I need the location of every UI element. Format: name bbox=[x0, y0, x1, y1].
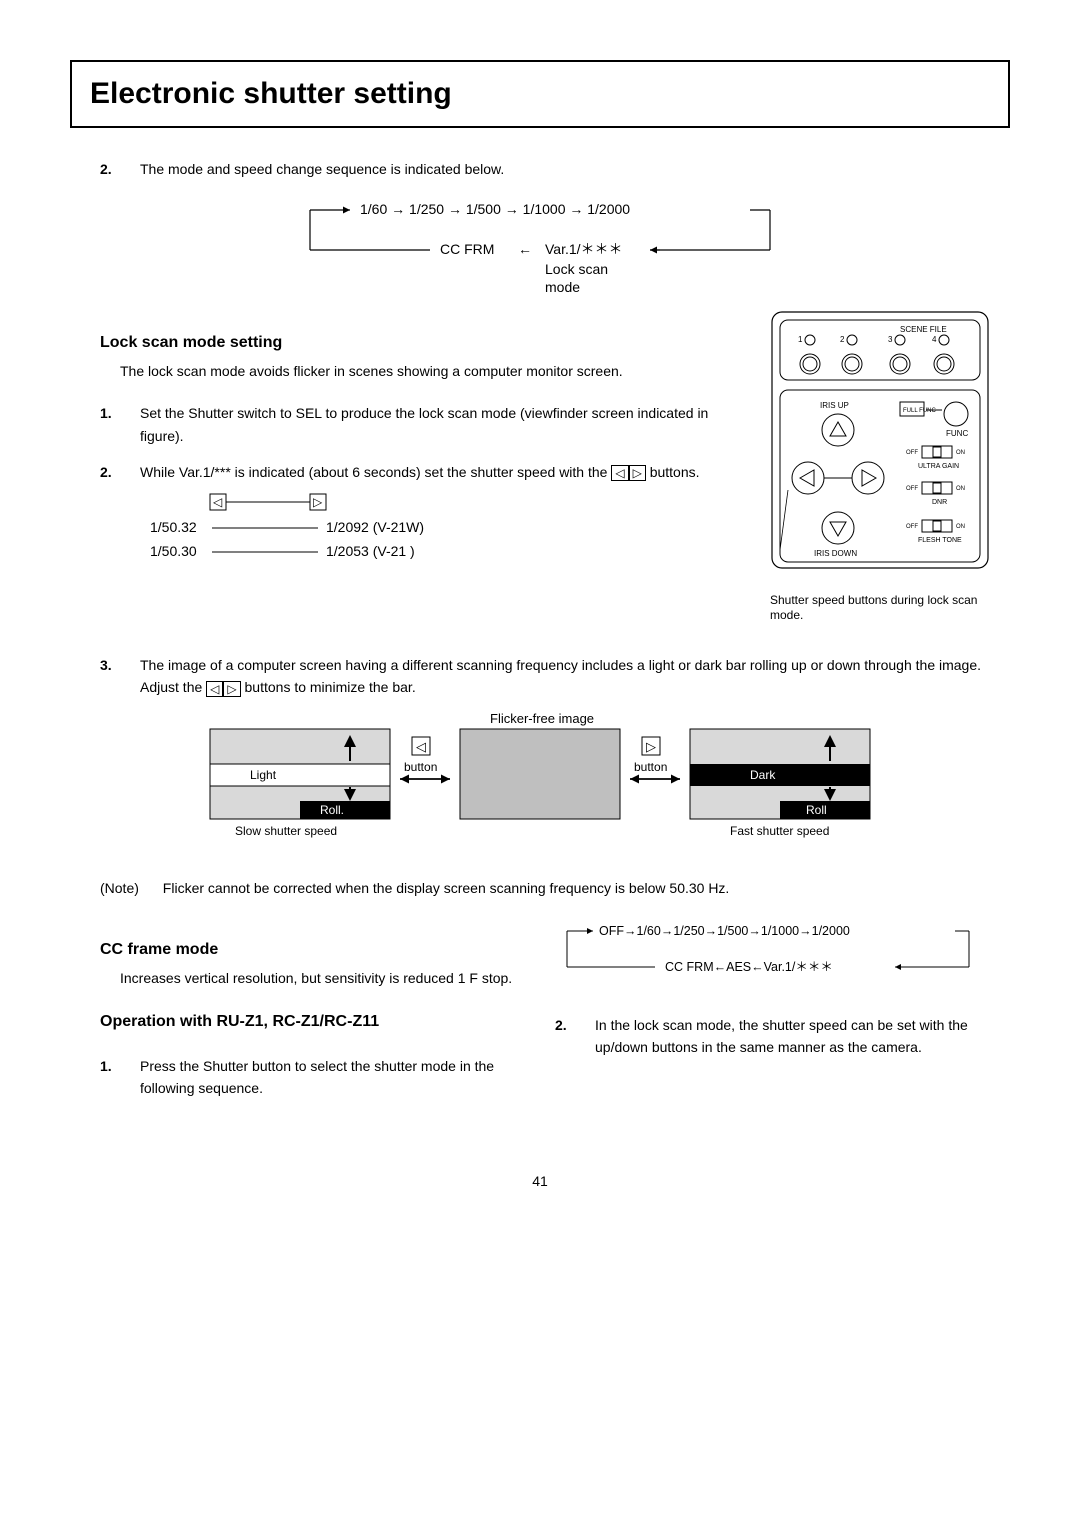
control-panel-illustration: SCENE FILE 1 2 3 4 IRIS UP IRIS bbox=[770, 310, 990, 580]
right-icon: ▷ bbox=[629, 465, 646, 481]
svg-text:1: 1 bbox=[798, 335, 803, 344]
panel-caption: Shutter speed buttons during lock scan m… bbox=[770, 593, 1010, 624]
range-l2b: 1/2053 (V-21 ) bbox=[326, 543, 415, 559]
label-scene-file: SCENE FILE bbox=[900, 325, 947, 334]
page-number: 41 bbox=[70, 1170, 1010, 1192]
title-box: Electronic shutter setting bbox=[70, 60, 1010, 128]
op-s2-num: 2. bbox=[555, 1014, 595, 1059]
svg-text:2: 2 bbox=[840, 335, 845, 344]
left-icon: ◁ bbox=[206, 681, 223, 697]
label-dnr: DNR bbox=[932, 499, 947, 506]
right-icon: ▷ bbox=[223, 681, 240, 697]
op-s2-text: In the lock scan mode, the shutter speed… bbox=[595, 1014, 1010, 1059]
flicker-light: Light bbox=[250, 768, 277, 782]
svg-text:◁: ◁ bbox=[213, 495, 223, 509]
svg-text:4: 4 bbox=[932, 335, 937, 344]
label-flesh-tone: FLESH TONE bbox=[918, 537, 962, 544]
lockscan-s2-text: While Var.1/*** is indicated (about 6 se… bbox=[140, 461, 740, 565]
lockscan-intro: The lock scan mode avoids flicker in sce… bbox=[120, 360, 740, 382]
note-text: Flicker cannot be corrected when the dis… bbox=[163, 880, 730, 896]
svg-text:ON: ON bbox=[956, 450, 965, 456]
lockscan-step1: 1. Set the Shutter switch to SEL to prod… bbox=[100, 402, 740, 447]
flicker-slow: Slow shutter speed bbox=[235, 824, 337, 838]
svg-text:OFF: OFF bbox=[906, 450, 918, 456]
cc-heading: CC frame mode bbox=[100, 937, 525, 963]
seq2-top: OFF→1/60→1/250→1/500→1/1000→1/2000 bbox=[599, 924, 850, 938]
seq2-bottom: CC FRM←AES←Var.1/＊＊＊ bbox=[665, 960, 833, 974]
lockscan-s3b: buttons to minimize the bar. bbox=[241, 679, 416, 695]
sequence-2-diagram: OFF→1/60→1/250→1/500→1/1000→1/2000 CC FR… bbox=[555, 917, 985, 987]
range-l1b: 1/2092 (V-21W) bbox=[326, 519, 424, 535]
seq1-top: 1/60 → 1/250 → 1/500 → 1/1000 → 1/2000 bbox=[360, 201, 630, 217]
flicker-title: Flicker-free image bbox=[490, 711, 594, 726]
lockscan-s3-num: 3. bbox=[100, 654, 140, 699]
svg-text:3: 3 bbox=[888, 335, 893, 344]
step-2: 2. The mode and speed change sequence is… bbox=[100, 158, 1010, 180]
sequence-1-diagram: 1/60 → 1/250 → 1/500 → 1/1000 → 1/2000 C… bbox=[280, 190, 800, 300]
svg-text:OFF: OFF bbox=[906, 486, 918, 492]
svg-text:ON: ON bbox=[956, 524, 965, 530]
seq1-ccfrm: CC FRM bbox=[440, 241, 494, 257]
lockscan-step2: 2. While Var.1/*** is indicated (about 6… bbox=[100, 461, 740, 565]
lockscan-s3-text: The image of a computer screen having a … bbox=[140, 654, 1010, 699]
op-step1: 1. Press the Shutter button to select th… bbox=[100, 1055, 525, 1100]
svg-text:▷: ▷ bbox=[646, 739, 656, 754]
range-l2a: 1/50.30 bbox=[150, 543, 197, 559]
lockscan-s2b: buttons. bbox=[650, 464, 700, 480]
note-row: (Note) Flicker cannot be corrected when … bbox=[100, 877, 980, 899]
note-label: (Note) bbox=[100, 880, 139, 896]
op-s1-text: Press the Shutter button to select the s… bbox=[140, 1055, 525, 1100]
label-func: FUNC bbox=[946, 429, 968, 438]
label-full-func: FULL FUNC bbox=[903, 408, 936, 414]
label-ultra-gain: ULTRA GAIN bbox=[918, 463, 959, 470]
label-iris-up: IRIS UP bbox=[820, 401, 849, 410]
lockscan-s2a: While Var.1/*** is indicated (about 6 se… bbox=[140, 464, 607, 480]
flicker-roll-l: Roll. bbox=[320, 803, 344, 817]
step-2-num: 2. bbox=[100, 158, 140, 180]
lockscan-s1-num: 1. bbox=[100, 402, 140, 447]
op-s1-num: 1. bbox=[100, 1055, 140, 1100]
flicker-dark: Dark bbox=[750, 768, 776, 782]
range-l1a: 1/50.32 bbox=[150, 519, 197, 535]
seq1-sub1: Lock scan bbox=[545, 261, 608, 277]
step-2-text: The mode and speed change sequence is in… bbox=[140, 158, 1010, 180]
cc-text: Increases vertical resolution, but sensi… bbox=[120, 967, 525, 989]
lockscan-step3: 3. The image of a computer screen having… bbox=[100, 654, 1010, 699]
lockscan-heading: Lock scan mode setting bbox=[100, 330, 740, 356]
flicker-fast: Fast shutter speed bbox=[730, 824, 829, 838]
svg-text:▷: ▷ bbox=[313, 495, 323, 509]
seq1-arrow-left: ← bbox=[518, 241, 532, 257]
flicker-roll-r: Roll bbox=[806, 803, 827, 817]
svg-text:OFF: OFF bbox=[906, 524, 918, 530]
label-iris-down: IRIS DOWN bbox=[814, 549, 857, 558]
flicker-button-l: button bbox=[404, 760, 437, 774]
page-title: Electronic shutter setting bbox=[72, 62, 1008, 126]
op-heading: Operation with RU-Z1, RC-Z1/RC-Z11 bbox=[100, 1009, 525, 1035]
lockscan-s1-text: Set the Shutter switch to SEL to produce… bbox=[140, 402, 740, 447]
svg-text:ON: ON bbox=[956, 486, 965, 492]
op-step2: 2. In the lock scan mode, the shutter sp… bbox=[555, 1014, 1010, 1059]
svg-text:◁: ◁ bbox=[416, 739, 426, 754]
left-icon: ◁ bbox=[611, 465, 628, 481]
flicker-diagram: Flicker-free image Light Roll. Slow shut… bbox=[190, 709, 890, 859]
flicker-button-r: button bbox=[634, 760, 667, 774]
seq1-var: Var.1/＊＊＊ bbox=[545, 241, 623, 257]
shutter-range-diagram: ◁ ▷ 1/50.32 1/2092 (V-21W) 1/50.30 1/205… bbox=[140, 488, 500, 566]
lockscan-s2-num: 2. bbox=[100, 461, 140, 565]
seq1-sub2: mode bbox=[545, 279, 580, 295]
